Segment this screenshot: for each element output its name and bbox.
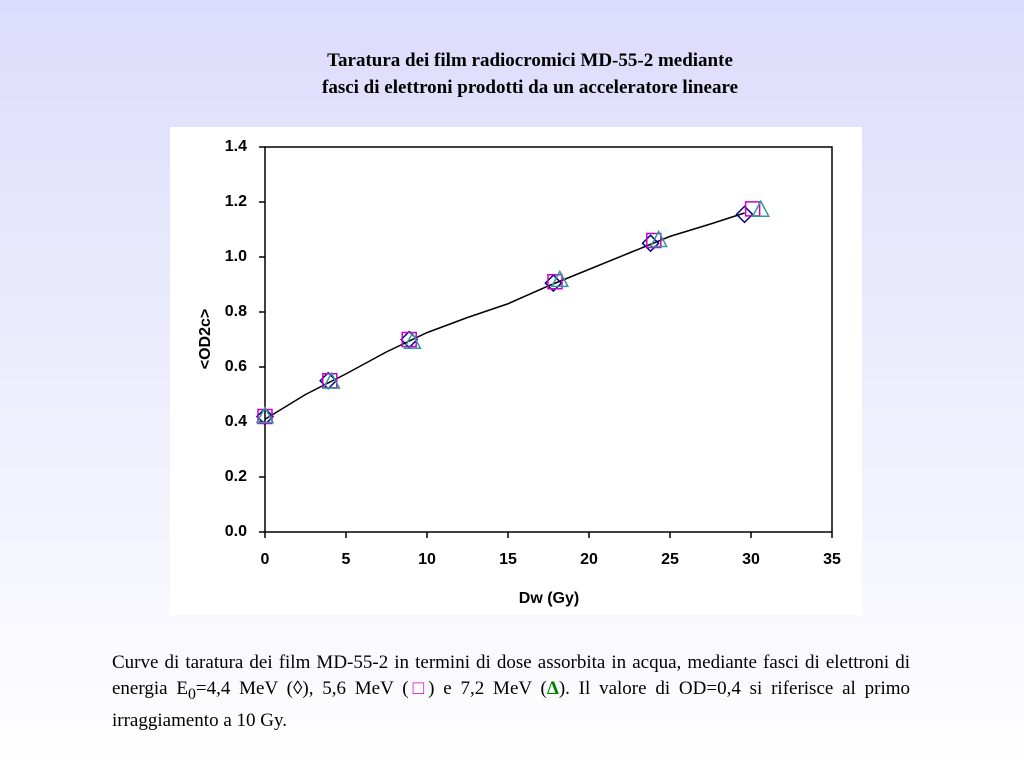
data-point [257,408,273,425]
title-line: Taratura dei film radiocromici MD-55-2 m… [327,50,733,71]
fit-curve [264,212,745,420]
x-tick-label: 5 [342,551,351,568]
caption-subscript: 0 [187,685,196,703]
x-tick-label: 10 [418,551,436,568]
data-point [403,331,422,349]
y-tick-label: 0.6 [225,358,247,375]
data-point [641,234,660,253]
x-tick-label: 15 [499,551,517,568]
y-tick-label: 1.0 [225,248,247,265]
data-point [401,331,417,348]
data-point [646,232,662,249]
data-point [649,229,668,248]
data-point [735,205,754,224]
y-axis-label: <OD2c> [197,309,214,369]
y-tick-label: 0.4 [225,413,247,430]
x-tick-label: 0 [261,551,270,568]
x-axis-label: Dw (Gy) [519,590,579,607]
data-point [751,199,770,217]
y-tick-label: 1.2 [225,193,247,210]
x-tick-label: 35 [823,551,841,568]
caption-symbol: □ [408,678,429,699]
data-point [322,371,341,389]
y-tick-label: 1.4 [225,138,247,155]
data-point [255,405,275,424]
y-tick-label: 0.0 [225,523,247,540]
caption-symbol: Δ [546,678,559,699]
data-point [255,407,275,426]
caption-text: ) e 7,2 MeV ( [428,678,547,699]
data-point [550,269,570,288]
chart: Dw (Gy) <OD2c> 0.0 0.2 0.4 0.6 0.8 1.0 1.2 1.4 0… [170,127,862,615]
title-line: fasci di elettroni prodotti da un accele… [322,77,738,98]
caption-text: ). Il valore di OD=0,4 si riferisce al p… [112,678,910,731]
plot-frame [264,146,833,533]
caption-text: Curve di taratura dei film MD-55-2 in te… [112,652,910,699]
caption: Curve di taratura dei film MD-55-2 in te… [112,650,910,734]
caption-text: =4,4 MeV (◊), 5,6 MeV ( [195,678,409,699]
y-tick-label: 0.2 [225,468,247,485]
y-tick-label: 0.8 [225,303,247,320]
x-tick-label: 30 [742,551,760,568]
x-tick-label: 20 [580,551,598,568]
x-tick-label: 25 [661,551,679,568]
